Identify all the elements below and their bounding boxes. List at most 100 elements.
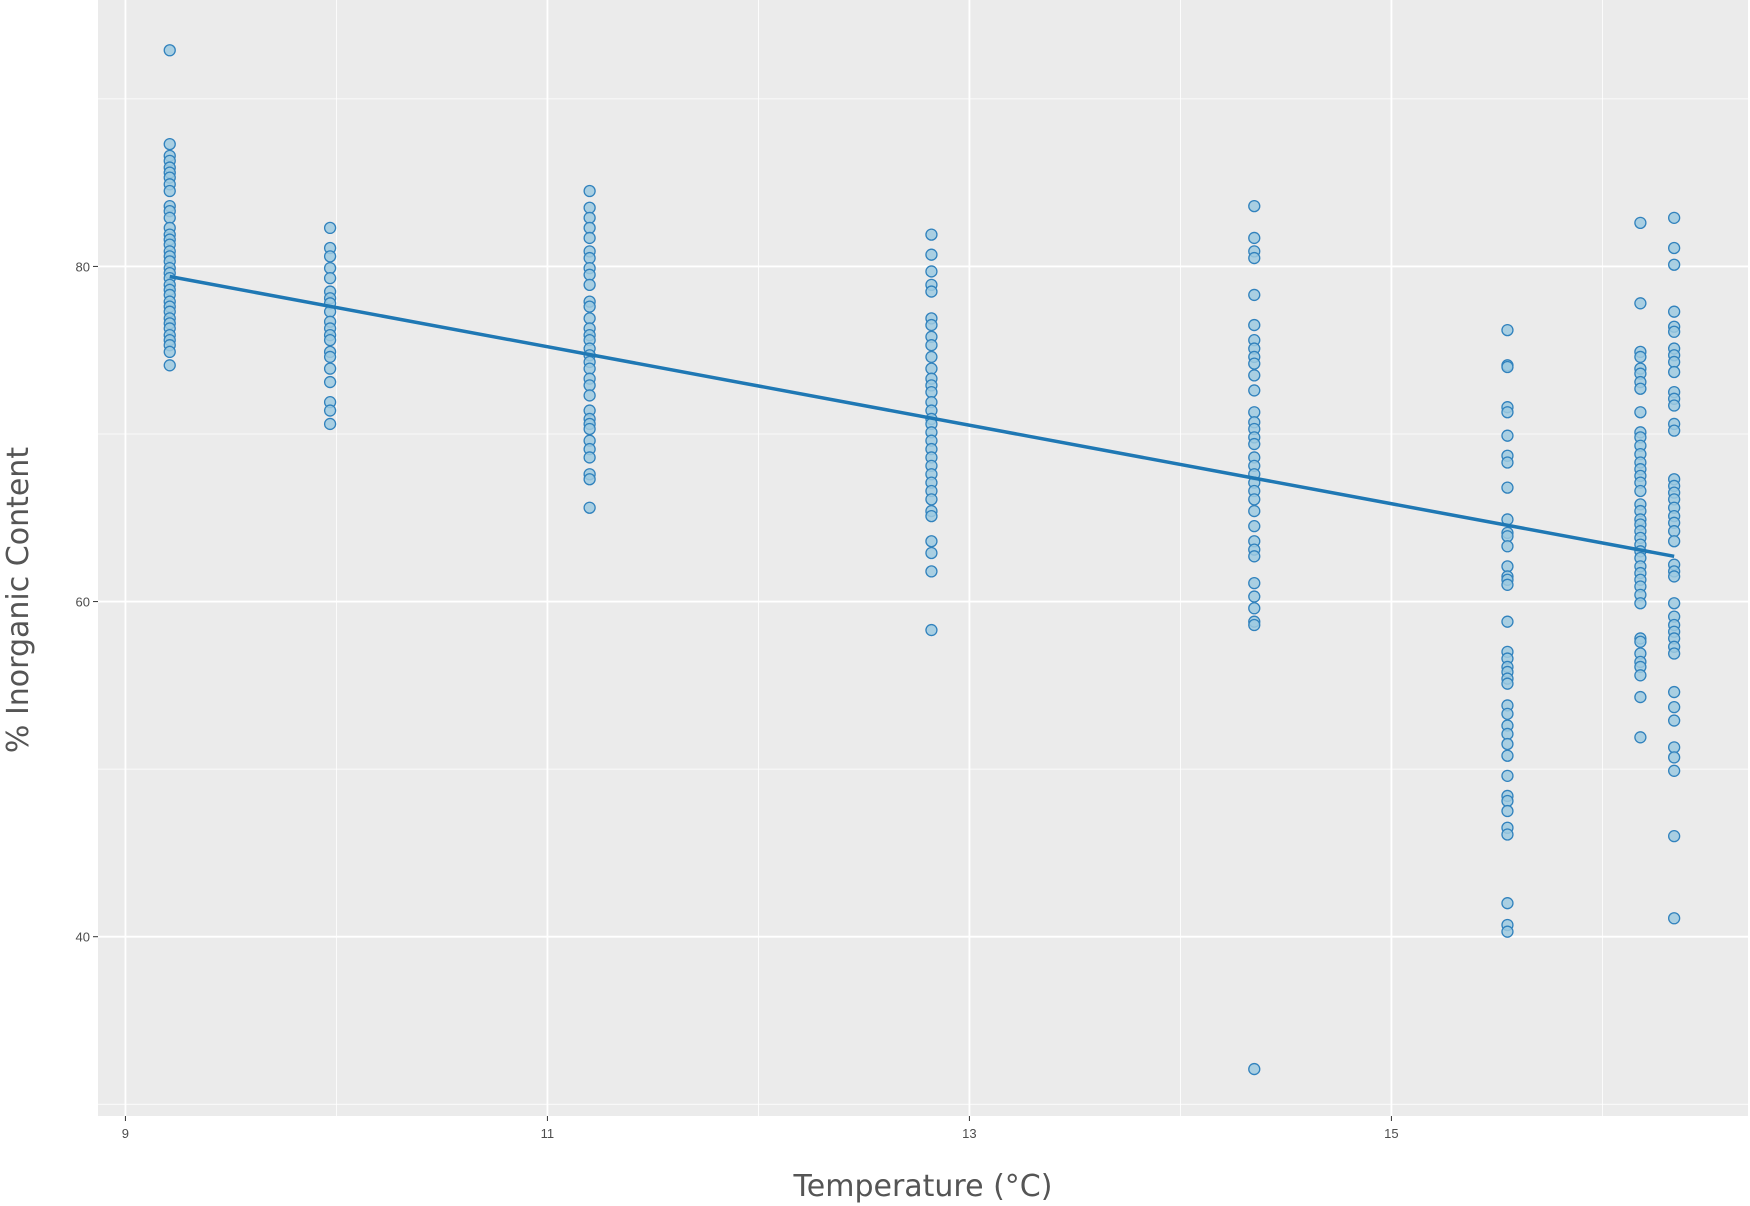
data-point bbox=[1248, 318, 1261, 332]
data-point bbox=[1634, 406, 1647, 419]
data-point bbox=[925, 623, 938, 637]
data-point bbox=[1248, 576, 1261, 590]
data-point bbox=[163, 137, 176, 151]
x-tick-label: 11 bbox=[541, 1126, 555, 1141]
data-point bbox=[1668, 764, 1681, 777]
data-point bbox=[323, 362, 337, 375]
data-point bbox=[1634, 350, 1647, 364]
data-point bbox=[1248, 437, 1261, 451]
data-point bbox=[925, 509, 938, 523]
data-point bbox=[1248, 550, 1261, 563]
data-point bbox=[1501, 540, 1514, 553]
data-point bbox=[925, 350, 938, 364]
data-point bbox=[1248, 602, 1261, 615]
axis-ticks: 9 11 13 15 40 60 80 bbox=[76, 259, 1399, 1141]
data-point bbox=[1501, 749, 1514, 762]
data-point bbox=[925, 535, 938, 548]
data-point bbox=[1668, 700, 1681, 714]
data-point bbox=[925, 362, 938, 375]
data-point bbox=[1668, 258, 1681, 271]
data-point bbox=[1668, 399, 1681, 412]
data-point bbox=[1501, 828, 1514, 841]
data-point bbox=[1248, 251, 1261, 265]
data-points bbox=[163, 44, 1681, 1076]
data-point bbox=[163, 359, 176, 372]
data-point bbox=[1668, 714, 1681, 727]
regression-line bbox=[169, 274, 1675, 559]
data-point bbox=[1634, 690, 1647, 704]
data-point bbox=[1248, 493, 1261, 506]
data-point bbox=[583, 201, 596, 214]
data-point bbox=[323, 334, 337, 347]
data-point bbox=[1501, 578, 1514, 591]
data-point bbox=[1501, 707, 1514, 720]
data-point bbox=[583, 389, 596, 402]
data-point bbox=[163, 184, 176, 198]
data-point bbox=[323, 221, 337, 235]
y-axis-label: % Inorganic Content bbox=[1, 447, 36, 753]
data-point bbox=[583, 268, 596, 281]
data-point bbox=[323, 375, 337, 389]
data-point bbox=[925, 228, 938, 241]
data-point bbox=[583, 501, 596, 514]
data-point bbox=[1501, 897, 1514, 910]
data-point bbox=[1248, 384, 1261, 397]
data-point bbox=[583, 211, 596, 224]
data-point bbox=[925, 248, 938, 261]
data-point bbox=[1501, 323, 1514, 337]
data-point bbox=[583, 251, 596, 265]
data-point bbox=[1501, 429, 1514, 442]
data-point bbox=[925, 565, 938, 578]
data-point bbox=[1248, 231, 1261, 245]
data-point bbox=[323, 417, 337, 431]
x-tick-label: 9 bbox=[122, 1126, 129, 1141]
gridlines bbox=[98, 0, 1748, 1116]
data-point bbox=[1248, 357, 1261, 370]
data-point bbox=[583, 473, 596, 486]
data-point bbox=[1501, 925, 1514, 938]
data-point bbox=[1501, 737, 1514, 751]
data-point bbox=[583, 231, 596, 245]
data-point bbox=[1668, 365, 1681, 379]
data-point bbox=[1501, 677, 1514, 690]
data-point bbox=[583, 379, 596, 392]
data-point bbox=[1501, 406, 1514, 419]
data-point bbox=[1634, 635, 1647, 648]
data-point bbox=[1668, 355, 1681, 369]
data-point bbox=[1248, 590, 1261, 603]
data-point bbox=[1634, 216, 1647, 230]
data-point bbox=[1501, 794, 1514, 808]
x-tick-label: 15 bbox=[1384, 1126, 1398, 1141]
regression-line-group bbox=[169, 274, 1675, 559]
data-point bbox=[925, 285, 938, 298]
data-point bbox=[1668, 751, 1681, 764]
data-point bbox=[583, 312, 596, 325]
data-point bbox=[1248, 520, 1261, 533]
data-point bbox=[1668, 305, 1681, 318]
data-point bbox=[1634, 731, 1647, 744]
data-point bbox=[1248, 504, 1261, 518]
y-tick-label: 60 bbox=[76, 595, 90, 610]
data-point bbox=[925, 339, 938, 352]
data-point bbox=[1668, 535, 1681, 548]
y-tick-label: 80 bbox=[76, 259, 90, 274]
data-point bbox=[1501, 804, 1514, 818]
data-point bbox=[1248, 369, 1261, 382]
data-point bbox=[1248, 199, 1261, 213]
data-point bbox=[1501, 615, 1514, 628]
data-point bbox=[1668, 685, 1681, 699]
data-point bbox=[323, 404, 337, 417]
data-point bbox=[1501, 727, 1514, 741]
data-point bbox=[1668, 424, 1681, 437]
data-point bbox=[323, 272, 337, 285]
data-point bbox=[1501, 530, 1514, 543]
data-point bbox=[323, 250, 337, 263]
y-tick-label: 40 bbox=[76, 930, 90, 945]
data-point bbox=[163, 345, 176, 359]
data-point bbox=[1668, 647, 1681, 660]
data-point bbox=[1668, 570, 1681, 583]
data-point bbox=[1634, 669, 1647, 682]
data-point bbox=[583, 451, 596, 464]
data-point bbox=[1668, 597, 1681, 610]
data-point bbox=[1248, 1062, 1261, 1076]
